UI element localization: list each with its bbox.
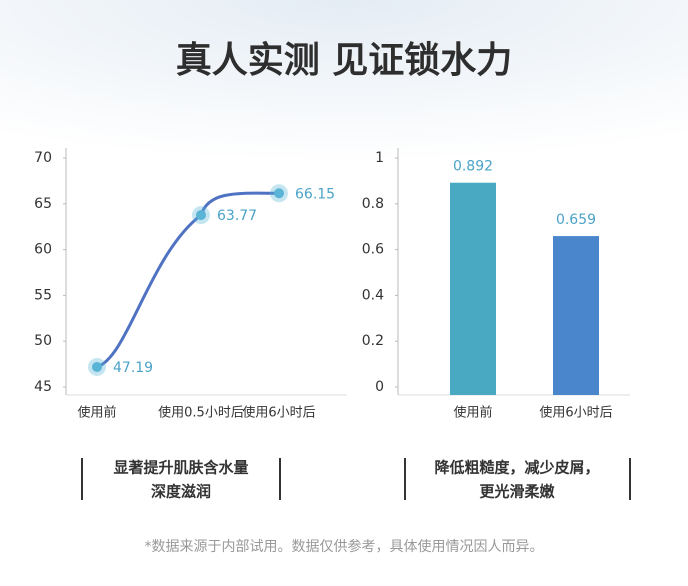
title: 真人实测 见证锁水力: [176, 40, 513, 81]
x-tick-label: 使用前: [453, 405, 492, 421]
caption: 降低粗糙度，减少皮屑，: [434, 459, 599, 477]
y-tick-label: 0.4: [362, 287, 384, 303]
caption: 更光滑柔嫩: [479, 483, 555, 501]
point: [196, 210, 206, 221]
y-tick-label: 60: [34, 242, 52, 258]
value-label: 66.15: [295, 186, 335, 202]
bar: [450, 182, 496, 395]
caption: 深度滋润: [151, 483, 211, 501]
y-tick-label: 45: [34, 379, 52, 395]
caption-brackets: [81, 458, 631, 500]
value-label: 0.892: [453, 159, 493, 175]
y-tick-label: 0.8: [362, 196, 384, 212]
x-tick-label: 使用6小时后: [242, 405, 315, 421]
y-tick-label: 55: [34, 287, 52, 303]
cloud-band: [0, 0, 688, 180]
footnote: *数据来源于内部试用。数据仅供参考，具体使用情况因人而异。: [145, 538, 544, 555]
line: [96, 191, 280, 369]
point: [92, 361, 102, 372]
y-tick-label: 70: [34, 150, 52, 166]
y-tick-label: 65: [34, 196, 52, 212]
y-tick-label: 0.6: [362, 242, 384, 258]
x-tick-label: 使用0.5小时后: [158, 405, 244, 421]
y-tick-label: 0: [375, 379, 384, 395]
y-tick-label: 1: [375, 150, 384, 166]
point: [274, 188, 284, 199]
value-label: 47.19: [113, 360, 153, 376]
y-tick-label: 50: [34, 333, 52, 349]
x-tick-label: 使用前: [77, 405, 116, 421]
caption: 显著提升肌肤含水量: [113, 459, 248, 477]
value-label: 63.77: [217, 208, 257, 224]
y-tick-label: 0.2: [362, 333, 384, 349]
value-label: 0.659: [556, 212, 596, 228]
bar: [553, 236, 599, 395]
x-tick-label: 使用6小时后: [539, 405, 612, 421]
